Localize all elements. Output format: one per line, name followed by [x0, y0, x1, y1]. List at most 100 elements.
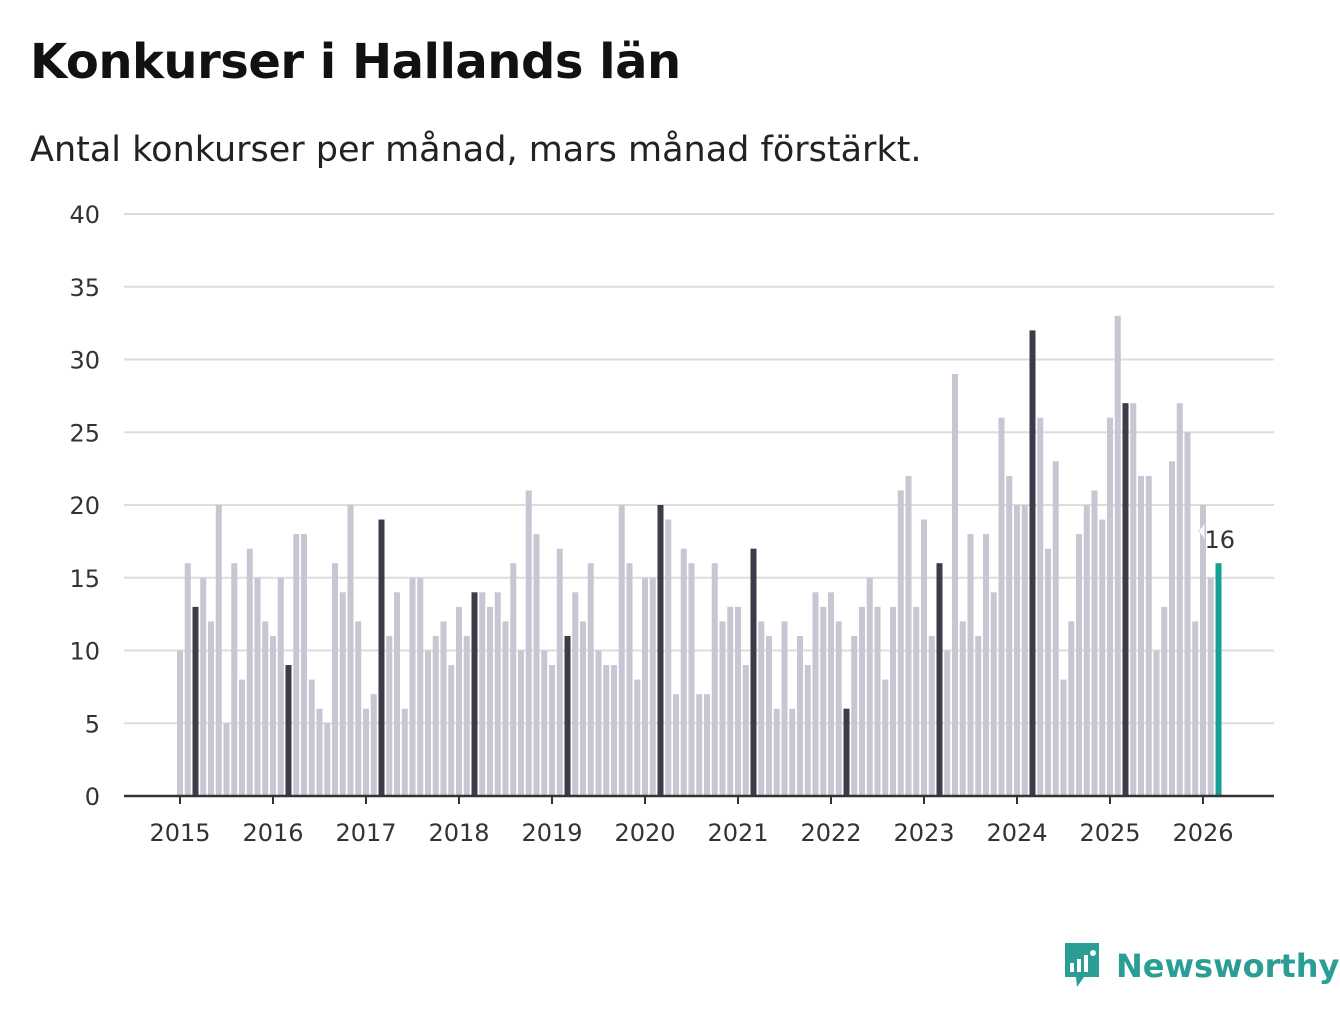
bar	[812, 592, 819, 796]
bar	[611, 665, 617, 796]
bar	[688, 563, 695, 796]
bar	[1068, 621, 1075, 796]
bar	[541, 650, 548, 796]
bar	[471, 592, 478, 796]
bar	[246, 548, 253, 796]
bar	[1114, 315, 1121, 796]
bar	[851, 635, 858, 796]
bar	[866, 577, 873, 796]
x-tick-label: 2021	[707, 819, 768, 847]
bar	[657, 505, 664, 796]
bar	[1045, 548, 1051, 796]
bar	[975, 635, 982, 796]
bar	[1169, 461, 1175, 796]
bar	[200, 577, 207, 796]
bar	[316, 708, 323, 796]
bar	[634, 679, 641, 796]
bar	[525, 490, 532, 796]
bar	[587, 563, 594, 796]
bar	[773, 708, 780, 796]
bar	[673, 694, 679, 796]
bar	[533, 534, 540, 796]
x-tick-label: 2015	[149, 819, 210, 847]
bar	[967, 534, 974, 796]
bar	[370, 694, 377, 796]
bar	[347, 505, 354, 796]
y-tick-label: 0	[85, 783, 100, 811]
bar	[285, 665, 292, 796]
bar	[696, 694, 703, 796]
bar	[1122, 403, 1129, 796]
bar	[944, 650, 951, 796]
y-tick-label: 35	[69, 274, 100, 302]
bar	[394, 592, 400, 796]
bar	[192, 606, 199, 796]
bar	[1076, 534, 1082, 796]
bar	[386, 635, 393, 796]
bar	[487, 606, 493, 796]
bar	[649, 577, 656, 796]
bar	[293, 534, 300, 796]
bar	[208, 621, 214, 796]
bar	[254, 577, 261, 796]
x-tick-label: 2022	[800, 819, 861, 847]
bar	[936, 563, 943, 796]
bar	[1130, 403, 1137, 796]
bar	[277, 577, 284, 796]
y-tick-label: 20	[69, 492, 100, 520]
last-value-label: 16	[1205, 526, 1236, 554]
bar	[781, 621, 788, 796]
bar	[789, 708, 796, 796]
bar	[913, 606, 920, 796]
brand-name: Newsworthy	[1116, 947, 1340, 985]
x-tick-label: 2023	[893, 819, 954, 847]
bar	[239, 679, 245, 796]
bar	[549, 665, 555, 796]
y-tick-label: 5	[85, 710, 100, 738]
y-tick-label: 10	[69, 638, 100, 666]
bar	[510, 563, 517, 796]
bar	[339, 592, 346, 796]
bar	[727, 606, 734, 796]
bar	[1052, 461, 1059, 796]
bar	[750, 548, 757, 796]
bar	[425, 650, 431, 796]
bar	[766, 635, 772, 796]
bar	[494, 592, 501, 796]
bar	[618, 505, 625, 796]
x-tick-label: 2024	[986, 819, 1047, 847]
bar	[843, 708, 850, 796]
x-tick-label: 2026	[1172, 819, 1233, 847]
bar	[1161, 606, 1168, 796]
bar	[1060, 679, 1067, 796]
bar	[874, 606, 881, 796]
bar	[1192, 621, 1199, 796]
bar	[1176, 403, 1183, 796]
bar	[355, 621, 362, 796]
x-tick-label: 2016	[242, 819, 303, 847]
bar	[890, 606, 896, 796]
bar	[1145, 475, 1152, 796]
bar	[711, 563, 718, 796]
bar	[479, 592, 486, 796]
bar	[665, 519, 672, 796]
brand-logo: Newsworthy	[1062, 940, 1339, 992]
bar	[177, 650, 183, 796]
bar	[959, 621, 966, 796]
bar	[440, 621, 447, 796]
x-tick-label: 2017	[335, 819, 396, 847]
bar	[564, 635, 571, 796]
bar	[921, 519, 927, 796]
chart-subtitle: Antal konkurser per månad, mars månad fö…	[30, 130, 922, 170]
bar	[1153, 650, 1160, 796]
x-tick-label: 2018	[428, 819, 489, 847]
bar	[184, 563, 191, 796]
bar	[603, 665, 610, 796]
y-tick-label: 30	[69, 347, 100, 375]
bar	[704, 694, 710, 796]
bar	[1037, 417, 1044, 796]
bar	[409, 577, 416, 796]
bar	[828, 592, 834, 796]
bar	[983, 534, 989, 796]
